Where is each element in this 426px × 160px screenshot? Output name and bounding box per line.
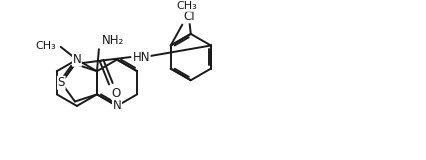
Text: NH₂: NH₂	[101, 34, 124, 47]
Text: O: O	[112, 87, 121, 100]
Text: CH₃: CH₃	[176, 1, 196, 11]
Text: N: N	[72, 53, 81, 66]
Text: S: S	[58, 76, 65, 89]
Text: Cl: Cl	[183, 10, 194, 23]
Text: CH₃: CH₃	[35, 41, 56, 51]
Text: HN: HN	[132, 51, 150, 64]
Text: N: N	[112, 100, 121, 112]
